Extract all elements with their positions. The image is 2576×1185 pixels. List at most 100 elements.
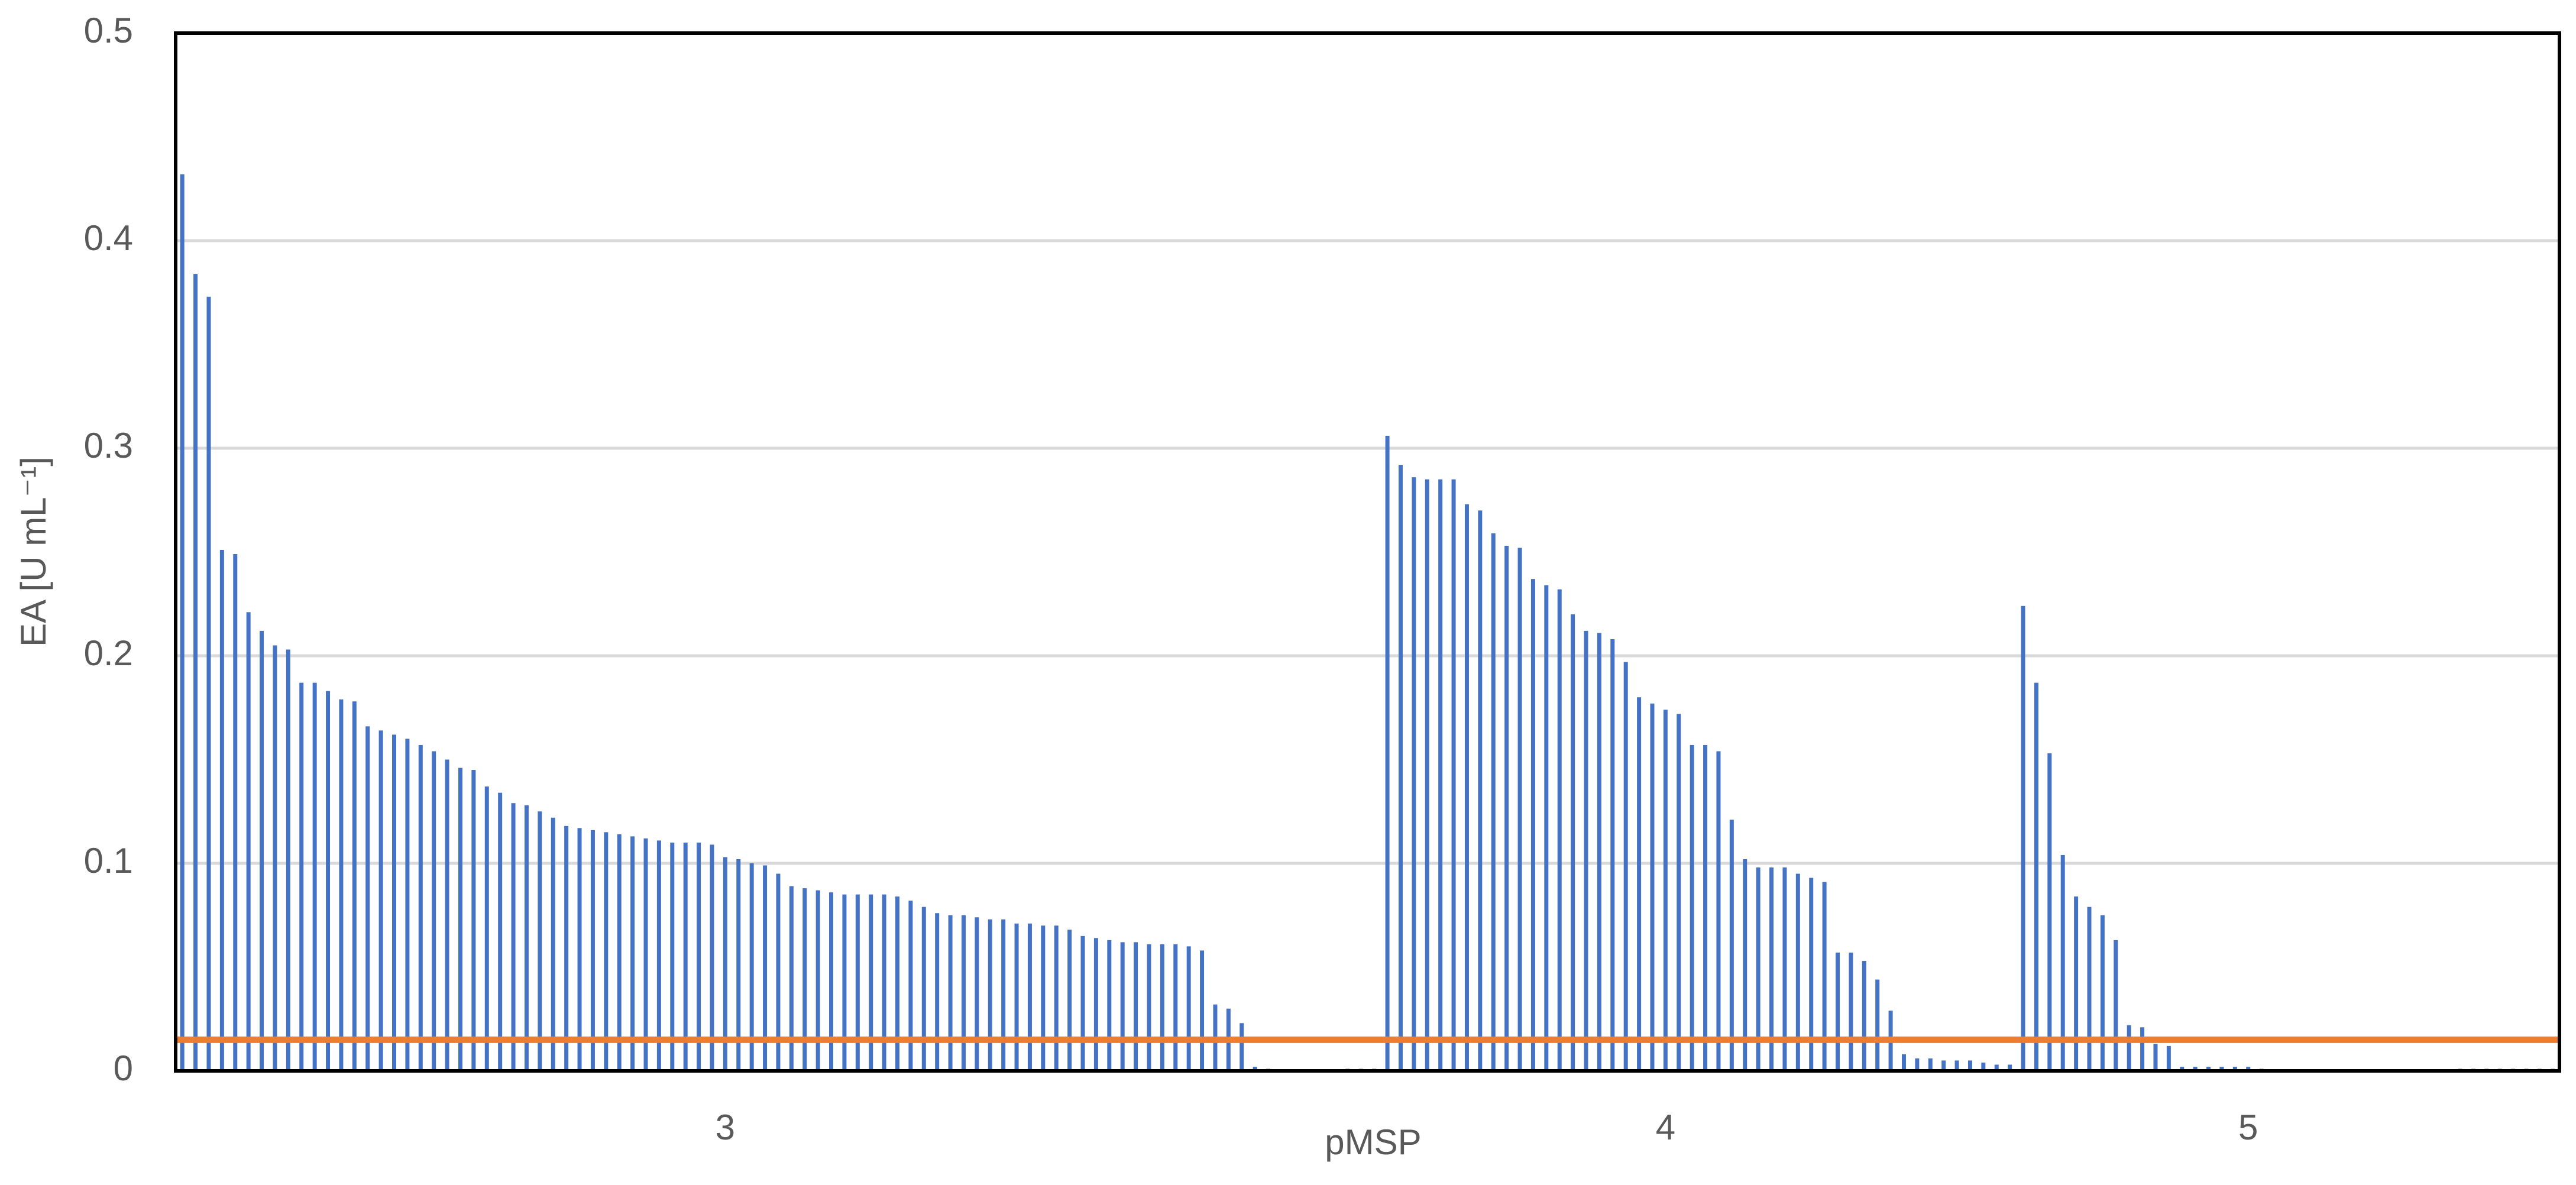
bar — [1822, 882, 1827, 1071]
bar — [2232, 1066, 2237, 1071]
bar — [511, 803, 516, 1071]
bar — [1690, 744, 1694, 1071]
bar — [1571, 614, 1575, 1071]
y-tick-label: 0.3 — [84, 426, 133, 465]
bar — [604, 832, 609, 1071]
bar — [352, 701, 357, 1071]
bar — [1557, 589, 1562, 1071]
bar — [1425, 479, 1429, 1071]
bar — [445, 759, 449, 1071]
bar — [1014, 923, 1019, 1071]
bar — [1756, 867, 1761, 1071]
bar — [1530, 579, 1535, 1071]
bar — [1504, 545, 1509, 1071]
bar — [590, 830, 595, 1071]
bar — [1862, 960, 1866, 1071]
bar — [1994, 1064, 1999, 1071]
bar — [1451, 479, 1456, 1071]
y-tick-label: 0.4 — [84, 218, 133, 258]
bar — [538, 811, 542, 1071]
bar — [2219, 1066, 2224, 1071]
bar — [273, 645, 277, 1071]
bar — [1623, 662, 1628, 1071]
bar — [551, 817, 555, 1071]
bar — [1967, 1060, 1972, 1071]
bar — [180, 174, 185, 1071]
bar — [630, 836, 635, 1071]
bar — [935, 913, 940, 1071]
bar — [484, 786, 489, 1071]
bar — [1080, 935, 1085, 1071]
bar — [1147, 944, 1151, 1071]
x-tick-label: 5 — [2238, 1108, 2258, 1147]
bar — [326, 691, 331, 1071]
bar — [776, 873, 781, 1071]
bar — [975, 917, 979, 1071]
bar — [1240, 1023, 1244, 1071]
bar — [908, 901, 913, 1071]
bar — [392, 734, 397, 1071]
bar — [1398, 465, 1403, 1071]
bar — [1120, 942, 1125, 1071]
bar — [1093, 938, 1098, 1071]
bar — [2127, 1025, 2131, 1071]
bar — [617, 834, 622, 1071]
bar — [1809, 878, 1814, 1071]
bar — [498, 792, 503, 1071]
bar — [260, 630, 264, 1071]
bar — [815, 890, 820, 1071]
bar — [1491, 533, 1496, 1071]
bar — [789, 886, 794, 1071]
bar — [2166, 1045, 2171, 1071]
bar — [948, 915, 953, 1071]
bar — [1134, 942, 1138, 1071]
bar — [1981, 1062, 1986, 1071]
bar — [418, 744, 423, 1071]
bar — [1200, 950, 1205, 1071]
bar — [299, 682, 304, 1071]
bar — [683, 842, 688, 1071]
bar — [1107, 940, 1112, 1071]
bar — [312, 682, 317, 1071]
bar — [2100, 915, 2105, 1071]
bar — [1478, 510, 1483, 1071]
bar — [855, 894, 860, 1071]
bar — [1610, 639, 1615, 1071]
bar — [1385, 435, 1390, 1071]
bar — [1743, 859, 1747, 1071]
x-tick-label: 4 — [1656, 1108, 1675, 1147]
bar — [882, 894, 886, 1071]
bar — [286, 649, 290, 1071]
bar — [763, 865, 768, 1071]
bar — [895, 896, 899, 1071]
bar — [1769, 867, 1774, 1071]
bar — [2021, 606, 2025, 1071]
bar — [670, 842, 675, 1071]
bar — [1054, 925, 1059, 1071]
bar — [1836, 952, 1840, 1071]
bar — [1597, 633, 1601, 1071]
bar — [1464, 504, 1469, 1071]
bar — [577, 828, 582, 1071]
bar — [1438, 479, 1443, 1071]
bar — [458, 768, 462, 1071]
bar — [1849, 952, 1853, 1071]
bar — [2140, 1027, 2145, 1071]
bar — [1544, 585, 1549, 1071]
bar — [710, 844, 714, 1071]
bar — [365, 726, 370, 1071]
bar — [2114, 940, 2118, 1071]
bar — [2180, 1066, 2185, 1071]
bar — [193, 274, 198, 1071]
y-tick-label: 0.5 — [84, 11, 133, 50]
bar — [1160, 944, 1164, 1071]
bar — [219, 549, 224, 1071]
bar — [2193, 1066, 2198, 1071]
bar — [246, 612, 251, 1071]
y-tick-label: 0.2 — [84, 633, 133, 673]
bar — [1637, 697, 1642, 1071]
bar — [1027, 923, 1032, 1071]
bar — [1716, 751, 1721, 1071]
bar — [2074, 896, 2079, 1071]
